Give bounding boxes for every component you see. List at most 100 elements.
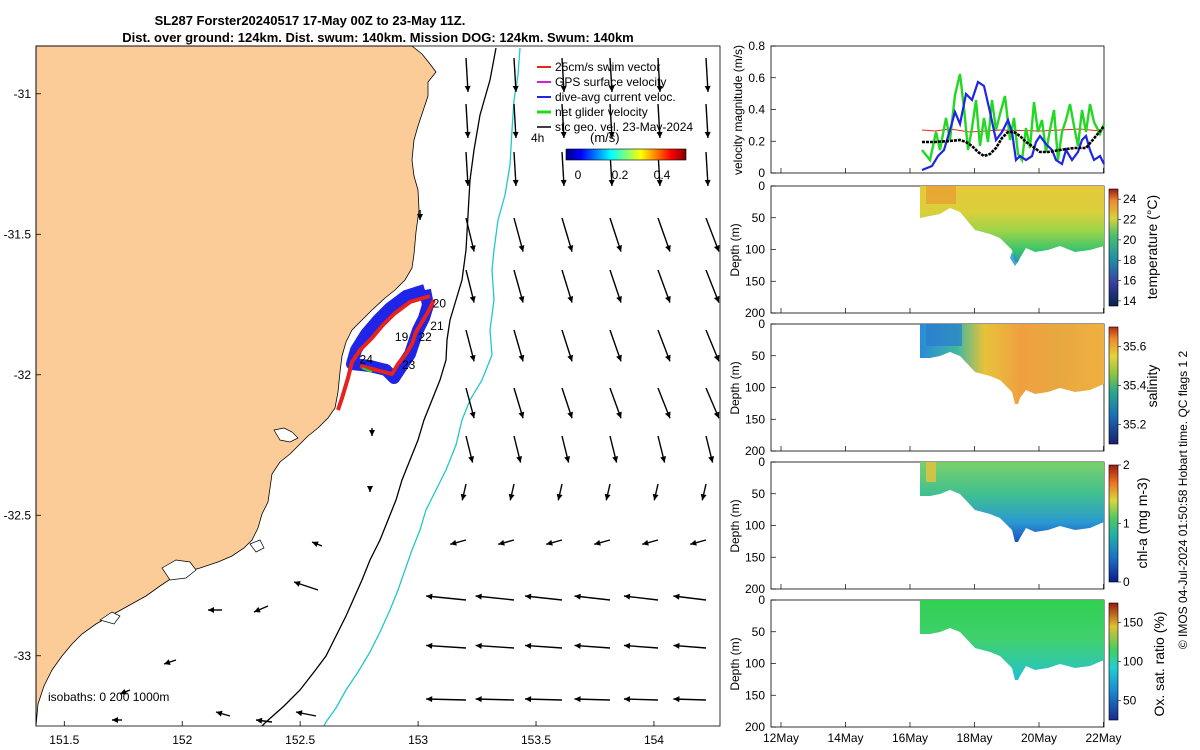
map-x-tick: 153.5 bbox=[521, 733, 551, 747]
velocity-arrow bbox=[475, 593, 515, 601]
legend-sfc: sfc geo. vel. 23-May-2024 bbox=[555, 120, 693, 134]
velocity-y-tick: 0.4 bbox=[748, 103, 765, 117]
velocity-ylabel: velocity magnitude (m/s) bbox=[731, 45, 745, 175]
velocity-arrow bbox=[656, 103, 663, 139]
estuary bbox=[161, 559, 197, 581]
depth-tick: 100 bbox=[745, 519, 765, 533]
velocity-arrow bbox=[673, 642, 707, 649]
velocity-arrow bbox=[652, 483, 659, 501]
depth-tick: 50 bbox=[752, 625, 766, 639]
velocity-arrow bbox=[561, 269, 574, 303]
velocity-arrow bbox=[705, 387, 720, 419]
velocity-arrow bbox=[705, 329, 720, 362]
footer-credit: © IMOS 04-Jul-2024 01:50:58 Hobart time.… bbox=[1176, 351, 1190, 650]
map-x-tick: 153 bbox=[408, 733, 428, 747]
velocity-arrow bbox=[594, 539, 611, 546]
day-label: 22 bbox=[418, 330, 432, 344]
chla-high-patch bbox=[926, 462, 936, 482]
cbar-tick: 20 bbox=[1123, 233, 1137, 247]
temperature-field bbox=[920, 186, 1104, 262]
velocity-y-tick: 0.8 bbox=[748, 39, 765, 53]
depth-tick: 150 bbox=[745, 412, 765, 426]
velocity-arrow bbox=[609, 217, 622, 252]
map-y-tick: -32 bbox=[14, 368, 32, 382]
cbar-tick: 18 bbox=[1123, 253, 1137, 267]
velocity-arrow bbox=[208, 607, 222, 613]
salinity-colorbar bbox=[1108, 326, 1119, 445]
velocity-panel: velocity magnitude (m/s) 0 0.2 0.4 0.6 0.8 bbox=[731, 39, 1106, 180]
estuary bbox=[99, 611, 121, 625]
velocity-arrow bbox=[512, 151, 519, 187]
depth-tick: 100 bbox=[745, 657, 765, 671]
velocity-arrow bbox=[513, 269, 525, 303]
net-velocity-track bbox=[361, 367, 373, 373]
legend-gps: GPS surface velocity bbox=[555, 75, 666, 89]
map-x-tick: 154 bbox=[644, 733, 664, 747]
depth-tick: 200 bbox=[745, 582, 765, 596]
velocity-arrow bbox=[623, 696, 659, 703]
salinity-panel: Depth (m) salinity bbox=[728, 323, 1160, 452]
isobath-1000 bbox=[323, 47, 521, 727]
map-frame bbox=[35, 45, 721, 727]
map-legend: 25cm/s swim vector GPS surface velocity … bbox=[531, 60, 693, 145]
velocity-arrow bbox=[608, 57, 615, 93]
isobaths-label: isobaths: 0 200 1000m bbox=[48, 690, 169, 704]
velocity-arrow bbox=[293, 581, 319, 591]
depth-tick: 0 bbox=[758, 455, 765, 469]
depth-tick: 0 bbox=[758, 317, 765, 331]
depth-tick: 50 bbox=[752, 211, 766, 225]
velocity-arrow bbox=[525, 696, 563, 703]
velocity-arrow bbox=[556, 483, 563, 501]
velocity-arrow bbox=[561, 435, 571, 463]
chla-panel: Depth (m) chl-a (mg m-3) bbox=[728, 461, 1150, 590]
cbar-tick: 0.4 bbox=[654, 168, 671, 182]
velocity-arrow bbox=[574, 696, 611, 703]
map-colorbar bbox=[565, 148, 687, 161]
right-x-tick: 14May bbox=[827, 731, 863, 745]
title-line2: Dist. over ground: 124km. Dist. swum: 14… bbox=[122, 30, 634, 45]
cbar-tick: 2 bbox=[1123, 458, 1130, 472]
velocity-arrow bbox=[560, 103, 567, 139]
velocity-arrow bbox=[255, 717, 273, 724]
day-label: 24 bbox=[360, 353, 374, 367]
velocity-arrow bbox=[609, 435, 619, 463]
velocity-arrow bbox=[464, 151, 471, 187]
isobath-200 bbox=[261, 47, 497, 727]
velocity-arrow bbox=[369, 428, 375, 436]
velocity-arrow bbox=[524, 593, 563, 601]
velocity-arrow bbox=[657, 217, 671, 252]
day-label: 20 bbox=[433, 296, 447, 310]
velocity-arrow bbox=[609, 387, 622, 419]
chla-field bbox=[920, 462, 1104, 542]
velocity-arrow bbox=[464, 57, 471, 93]
oxygen-panel: Depth (m) Ox. sat. ratio (%) bbox=[728, 599, 1167, 728]
right-x-tick: 22May bbox=[1085, 731, 1121, 745]
oxygen-colorbar bbox=[1108, 602, 1119, 721]
right-axis-ticks: 12May 14May 16May 18May 20May 22May0501001502… bbox=[745, 168, 1147, 745]
velocity-arrow bbox=[690, 539, 707, 546]
cbar-tick: 35.2 bbox=[1123, 418, 1147, 432]
velocity-arrow bbox=[513, 217, 525, 252]
depth-tick: 0 bbox=[758, 179, 765, 193]
map-x-tick: 151.5 bbox=[49, 733, 79, 747]
title-line1: SL287 Forster20240517 17-May 00Z to 23-M… bbox=[155, 13, 466, 28]
estuary bbox=[249, 539, 265, 553]
velocity-arrow bbox=[546, 539, 563, 546]
depth-tick: 150 bbox=[745, 274, 765, 288]
time-label: 4h bbox=[531, 131, 544, 145]
velocity-arrow bbox=[608, 103, 615, 139]
salinity-depth-label: Depth (m) bbox=[728, 361, 742, 414]
velocity-arrow bbox=[560, 151, 567, 187]
cbar-tick: 150 bbox=[1123, 616, 1143, 630]
map-axis-ticks: 151.5 152 152.5 153 153.5 154 -31 -31.5 -32 -32.5… bbox=[4, 87, 665, 747]
velocity-arrow bbox=[465, 329, 476, 362]
velocity-arrow bbox=[112, 717, 122, 723]
cbar-tick: 100 bbox=[1123, 655, 1143, 669]
legend-net: net glider velocity bbox=[555, 105, 648, 119]
velocity-arrow bbox=[215, 710, 231, 717]
right-x-tick: 18May bbox=[956, 731, 992, 745]
depth-tick: 100 bbox=[745, 243, 765, 257]
depth-tick: 200 bbox=[745, 444, 765, 458]
right-x-tick: 16May bbox=[892, 731, 928, 745]
